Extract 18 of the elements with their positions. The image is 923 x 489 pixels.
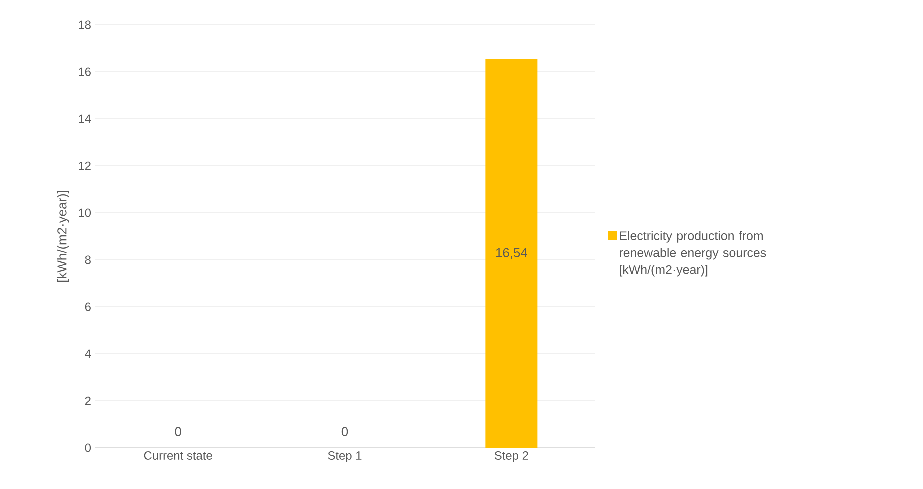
y-tick-label: 12: [79, 162, 91, 170]
x-tick-label: Current state: [144, 452, 212, 460]
legend-label: Electricity production from renewable energy sources [kWh/(m2·year)]: [620, 231, 766, 277]
y-tick-label: 0: [85, 444, 92, 452]
y-tick-label: 8: [85, 256, 91, 264]
y-tick-label: 10: [79, 208, 92, 218]
data-label: 0: [175, 427, 182, 436]
y-tick-label: 2: [85, 396, 91, 406]
y-axis-title: [kWh/(m2·year)]: [57, 191, 70, 282]
y-tick-label: 4: [85, 350, 92, 358]
x-tick-label: Step 1: [328, 452, 362, 462]
y-tick-label: 18: [79, 20, 91, 30]
data-label: 16,54: [496, 248, 528, 259]
y-tick-label: 14: [79, 114, 92, 124]
x-tick-label: Step 2: [494, 452, 528, 462]
data-label: 0: [342, 427, 348, 436]
y-tick-label: 6: [85, 302, 91, 312]
y-tick-label: 16: [79, 68, 91, 76]
